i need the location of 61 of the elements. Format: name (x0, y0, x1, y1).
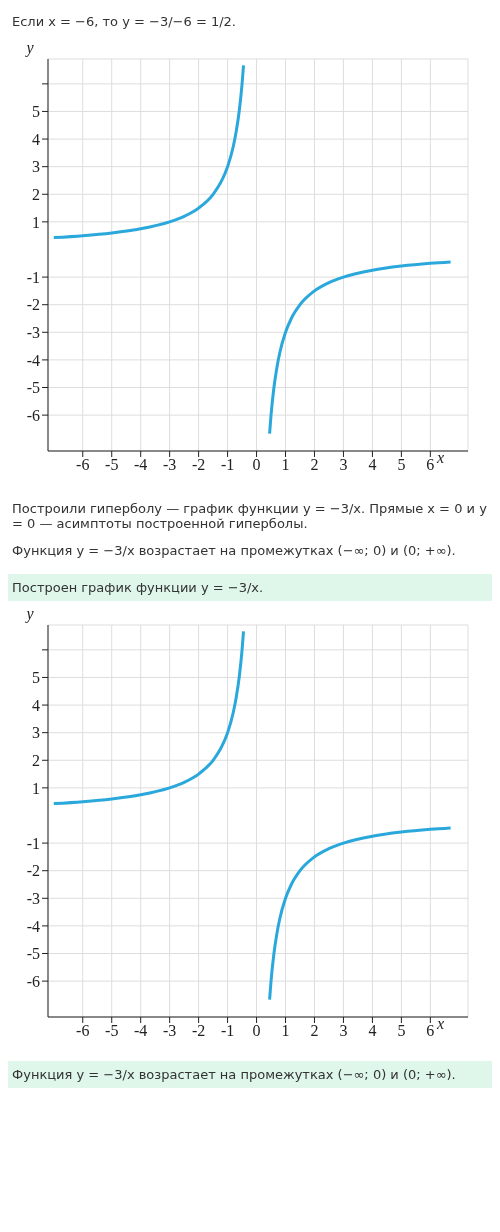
x-tick-label: 4 (368, 456, 377, 474)
text: Функция y = −3/x возрастает на промежутках (−∞; 0) и (0; +∞). (8, 1061, 492, 1088)
x-tick-label: 6 (426, 456, 435, 474)
y-tick-label: 1 (32, 779, 40, 797)
y-tick-label: -5 (26, 945, 40, 963)
x-tick-label: 3 (339, 1022, 348, 1040)
y-axis-title: y (24, 39, 35, 57)
x-tick-label: -5 (105, 456, 119, 474)
y-tick-label: 5 (32, 103, 40, 121)
x-tick-label: 1 (281, 1022, 290, 1040)
x-tick-label: 4 (368, 1022, 377, 1040)
y-tick-label: -3 (26, 889, 40, 907)
y-tick-label: -1 (26, 268, 40, 286)
y-tick-label: 2 (32, 751, 40, 769)
x-tick-label: -3 (162, 1022, 177, 1040)
y-tick-label: -3 (26, 323, 40, 341)
y-tick-label: -2 (26, 296, 40, 314)
x-axis-title: x (435, 1015, 444, 1032)
y-tick-label: -4 (26, 917, 40, 935)
x-tick-label: -2 (191, 456, 206, 474)
x-tick-label: -4 (134, 456, 148, 474)
x-tick-label: 2 (310, 456, 319, 474)
y-tick-label: 3 (32, 158, 40, 176)
y-tick-label: 4 (32, 130, 40, 148)
x-tick-label: -4 (134, 1022, 148, 1040)
y-tick-label: 4 (32, 696, 40, 714)
y-tick-label: 3 (32, 724, 40, 742)
y-tick-label: -5 (26, 379, 40, 397)
x-axis-title: x (435, 449, 444, 466)
x-tick-label: 6 (426, 1022, 435, 1040)
x-tick-label: -6 (76, 1022, 90, 1040)
x-tick-label: 0 (252, 1022, 261, 1040)
x-tick-label: -6 (76, 456, 90, 474)
y-tick-label: -6 (26, 972, 40, 990)
line-series (52, 63, 246, 240)
y-tick-label: 2 (32, 185, 40, 203)
x-tick-label: -1 (220, 1022, 235, 1040)
y-tick-label: -1 (26, 834, 40, 852)
y-tick-label: -2 (26, 862, 40, 880)
x-tick-label: -2 (191, 1022, 206, 1040)
chart-title: Если x = −6, то y = −3/−6 = 1/2. (11, 13, 237, 31)
line-series (52, 629, 246, 806)
x-tick-label: 5 (397, 1022, 406, 1040)
text: Построили гиперболу — график функции y = −3/x. Прямые x = 0 и y = 0 — асимптоты построенной гиперболы. (11, 500, 488, 533)
chart-title: Построен график функции y = −3/x. (8, 574, 492, 601)
x-tick-label: -5 (105, 1022, 119, 1040)
text: Функция y = −3/x возрастает на промежутках (−∞; 0) и (0; +∞). (11, 542, 457, 560)
x-tick-label: -1 (220, 456, 235, 474)
line-series (268, 260, 453, 436)
x-tick-label: 1 (281, 456, 290, 474)
x-tick-label: 3 (339, 456, 348, 474)
line-series (268, 826, 453, 1002)
x-tick-label: 5 (397, 456, 406, 474)
y-tick-label: 1 (32, 213, 40, 231)
x-tick-label: -3 (162, 456, 177, 474)
x-tick-label: 2 (310, 1022, 319, 1040)
y-axis-title: y (24, 605, 35, 623)
y-tick-label: 5 (32, 669, 40, 687)
x-tick-label: 0 (252, 456, 261, 474)
y-tick-label: -6 (26, 406, 40, 424)
y-tick-label: -4 (26, 351, 40, 369)
